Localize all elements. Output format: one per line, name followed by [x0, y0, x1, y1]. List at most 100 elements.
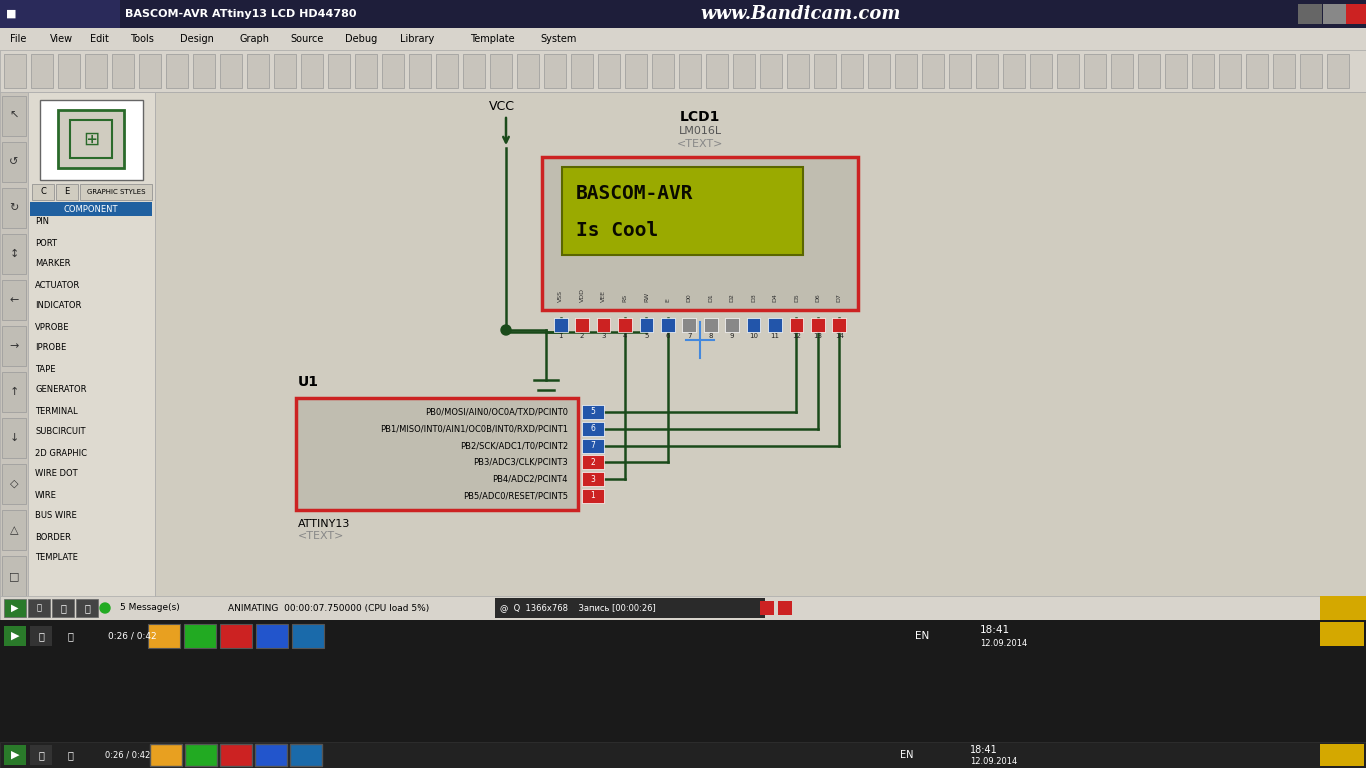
- Bar: [0, 742, 1366, 768]
- Bar: [1246, 54, 1268, 88]
- Text: ↕: ↕: [10, 249, 19, 259]
- Text: PB0/MOSI/AIN0/OC0A/TXD/PCINT0: PB0/MOSI/AIN0/OC0A/TXD/PCINT0: [425, 408, 568, 416]
- Text: 12.09.2014: 12.09.2014: [979, 640, 1027, 648]
- Bar: [0, 742, 1366, 768]
- Text: ⊞: ⊞: [83, 130, 100, 148]
- Text: PIN: PIN: [36, 217, 49, 227]
- Text: 2D GRAPHIC: 2D GRAPHIC: [36, 449, 87, 458]
- Text: 10: 10: [749, 333, 758, 339]
- Bar: [1138, 54, 1160, 88]
- Bar: [1193, 54, 1214, 88]
- Bar: [1, 188, 26, 228]
- Text: PB5/ADC0/RESET/PCINT5: PB5/ADC0/RESET/PCINT5: [463, 492, 568, 501]
- Bar: [150, 744, 182, 766]
- Text: <TEXT>: <TEXT>: [676, 139, 723, 149]
- Bar: [4, 746, 26, 764]
- Text: Template: Template: [470, 34, 515, 44]
- Bar: [57, 54, 81, 88]
- Text: Graph: Graph: [240, 34, 270, 44]
- Bar: [4, 626, 26, 646]
- Text: TEMPLATE: TEMPLATE: [36, 554, 78, 562]
- Bar: [679, 54, 701, 88]
- Bar: [57, 110, 124, 168]
- Bar: [255, 624, 288, 648]
- Bar: [1, 510, 26, 550]
- Bar: [247, 54, 269, 88]
- Bar: [27, 599, 51, 617]
- Bar: [1324, 4, 1347, 24]
- Bar: [76, 746, 98, 764]
- Text: ⏸: ⏸: [60, 750, 66, 760]
- Bar: [52, 599, 74, 617]
- Text: EN: EN: [900, 750, 914, 760]
- Text: 0:26 / 0:42: 0:26 / 0:42: [105, 750, 150, 760]
- Text: E: E: [64, 187, 70, 197]
- Bar: [571, 54, 593, 88]
- Text: ⏸: ⏸: [60, 603, 66, 613]
- Text: TAPE: TAPE: [36, 365, 56, 373]
- Bar: [922, 54, 944, 88]
- Bar: [220, 746, 479, 764]
- Text: ⏹: ⏹: [85, 603, 90, 613]
- Bar: [4, 745, 26, 765]
- Bar: [0, 742, 1366, 768]
- Text: PB1/MISO/INT0/AIN1/OC0B/INT0/RXD/PCINT1: PB1/MISO/INT0/AIN1/OC0B/INT0/RXD/PCINT1: [380, 424, 568, 433]
- Text: 0:26 / 0:42: 0:26 / 0:42: [108, 631, 157, 641]
- Bar: [867, 54, 891, 88]
- Bar: [494, 598, 765, 618]
- Text: 5 Message(s): 5 Message(s): [115, 750, 171, 760]
- Bar: [1165, 54, 1187, 88]
- Bar: [4, 54, 26, 88]
- Text: ▶: ▶: [11, 750, 19, 760]
- Text: Edit: Edit: [90, 34, 109, 44]
- Text: VEE: VEE: [601, 290, 607, 302]
- Bar: [154, 92, 1366, 742]
- Text: BORDER: BORDER: [36, 532, 71, 541]
- Bar: [619, 318, 632, 332]
- Text: 7: 7: [687, 333, 691, 339]
- Bar: [975, 54, 999, 88]
- Bar: [1320, 744, 1365, 766]
- Text: ↻: ↻: [10, 203, 19, 213]
- Bar: [582, 439, 604, 452]
- Text: ←: ←: [10, 295, 19, 305]
- Bar: [768, 318, 781, 332]
- Text: ▶: ▶: [11, 603, 19, 613]
- Text: PB2/SCK/ADC1/T0/PCINT2: PB2/SCK/ADC1/T0/PCINT2: [460, 441, 568, 450]
- Text: Debug: Debug: [346, 34, 377, 44]
- Text: COMPONENT: COMPONENT: [64, 204, 119, 214]
- Bar: [27, 92, 154, 742]
- Bar: [1346, 4, 1366, 24]
- Text: 18:41: 18:41: [970, 745, 997, 755]
- Text: PORT: PORT: [36, 239, 57, 247]
- Bar: [0, 0, 1366, 28]
- Text: △: △: [10, 525, 18, 535]
- Bar: [225, 598, 505, 618]
- Bar: [1, 96, 26, 136]
- Bar: [1, 648, 26, 688]
- Bar: [1, 142, 26, 182]
- Text: A: A: [10, 663, 18, 673]
- Bar: [1, 464, 26, 504]
- Bar: [52, 746, 74, 764]
- Text: BASCOM-AVR ATtiny13 LCD HD44780: BASCOM-AVR ATtiny13 LCD HD44780: [126, 9, 357, 19]
- Text: D6: D6: [816, 293, 821, 302]
- Bar: [1, 418, 26, 458]
- Text: ⏭: ⏭: [38, 750, 44, 760]
- Text: 2: 2: [590, 458, 596, 467]
- Bar: [779, 601, 792, 615]
- Text: →: →: [10, 341, 19, 351]
- Bar: [112, 54, 134, 88]
- Bar: [841, 54, 863, 88]
- Bar: [575, 318, 589, 332]
- Text: 🔊: 🔊: [67, 750, 72, 760]
- Text: ⏹: ⏹: [85, 750, 90, 760]
- Text: ANIMATING  00:00:07.750000 (CPU load 5%): ANIMATING 00:00:07.750000 (CPU load 5%): [225, 750, 411, 760]
- Bar: [759, 601, 775, 615]
- Text: GENERATOR: GENERATOR: [36, 386, 86, 395]
- Bar: [661, 318, 675, 332]
- Bar: [1057, 54, 1079, 88]
- Bar: [598, 54, 620, 88]
- Bar: [1, 280, 26, 320]
- Text: ANIMATING  00:00:07.750000 (CPU load 5%): ANIMATING 00:00:07.750000 (CPU load 5%): [228, 604, 429, 613]
